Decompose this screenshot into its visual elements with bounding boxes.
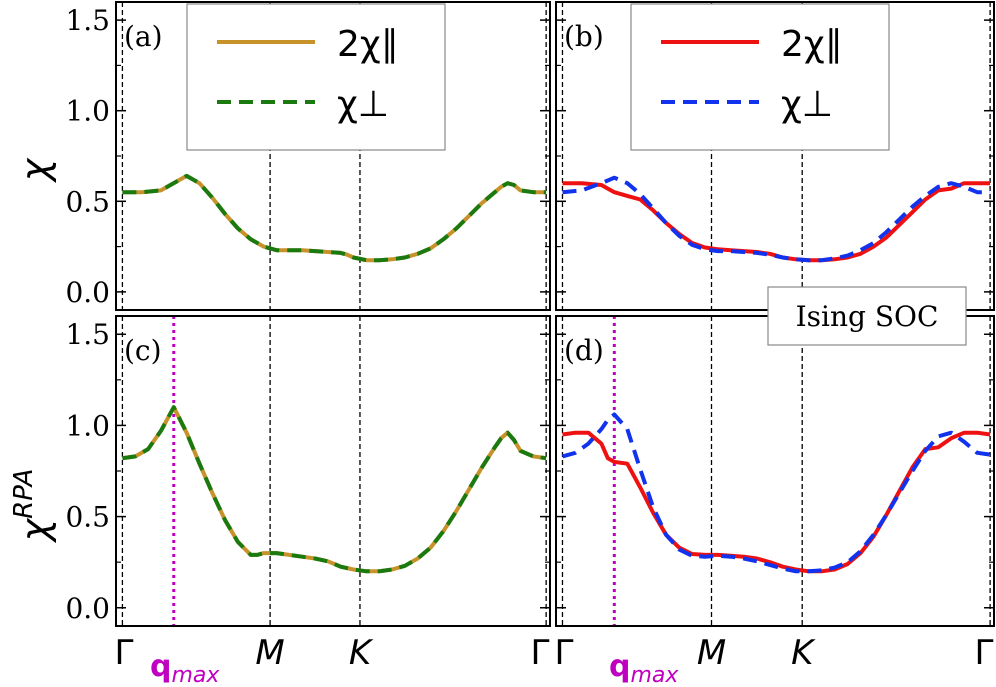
- series-line-1: [562, 175, 991, 263]
- panel-a: 0.0 0.5 1.0 1.5 (a): [65, 1, 551, 311]
- legend-label-0: 2χ∥: [337, 24, 399, 65]
- xtick-label-2: K: [791, 633, 816, 673]
- xtick-label-2: K: [349, 633, 374, 673]
- legend-frame: [630, 3, 890, 151]
- panel-label: (b): [564, 20, 604, 53]
- panel-label: (d): [564, 334, 604, 367]
- ylabel-bottom-sup: RPA: [9, 469, 39, 519]
- panel-b: (b): [555, 1, 995, 311]
- legend-b: 2χ∥ χ⊥: [630, 3, 890, 151]
- series-line-0: [122, 405, 547, 574]
- ising-soc-label: Ising SOC: [796, 300, 939, 333]
- ylabel-bottom: χRPA: [9, 469, 57, 544]
- ytick-label-2: 1.0: [65, 95, 110, 128]
- qmax-label-left: qmax: [150, 649, 220, 687]
- qmax-label-right-base: q: [609, 649, 630, 684]
- series-line-0: [122, 173, 547, 263]
- series-line-1: [122, 405, 547, 574]
- axes-frame: [115, 315, 551, 627]
- panel-label: (a): [124, 20, 163, 53]
- series-line-0: [562, 181, 991, 263]
- ising-soc-box: [767, 286, 967, 346]
- ytick-label-1: 0.5: [65, 185, 110, 218]
- ytick-label-0: 0.0: [65, 592, 110, 625]
- qmax-label-right: qmax: [609, 649, 679, 687]
- axes-frame: [555, 315, 995, 627]
- panel-d: (d) Γ M K Γ: [555, 315, 995, 673]
- ytick-label-1: 0.5: [65, 501, 110, 534]
- ytick-label-3: 1.5: [65, 318, 110, 351]
- qmax-label-right-sub: max: [630, 663, 679, 687]
- series-line-1: [122, 173, 547, 263]
- panel-c: 0.0 0.5 1.0 1.5 (c) Γ M K Γ: [65, 315, 551, 673]
- ylabel-top: χ: [13, 157, 57, 183]
- legend-label-1: χ⊥: [337, 84, 389, 125]
- xtick-label-1: M: [697, 633, 726, 673]
- ytick-label-2: 1.0: [65, 409, 110, 442]
- xtick-label-3: Γ: [531, 633, 550, 673]
- xtick-label-3: Γ: [975, 633, 994, 673]
- ylabel-bottom-base: χ: [13, 517, 57, 543]
- xtick-label-1: M: [255, 633, 284, 673]
- qmax-label-left-sub: max: [171, 663, 220, 687]
- panel-label: (c): [124, 334, 162, 367]
- xtick-label-0: Γ: [115, 633, 134, 673]
- legend-label-1: χ⊥: [781, 84, 833, 125]
- xtick-label-0: Γ: [555, 633, 574, 673]
- series-line-1: [561, 412, 991, 574]
- legend-frame: [186, 3, 446, 151]
- qmax-label-left-base: q: [150, 649, 171, 684]
- ytick-label-0: 0.0: [65, 276, 110, 309]
- ytick-label-3: 1.5: [65, 4, 110, 37]
- legend-label-0: 2χ∥: [781, 24, 843, 65]
- legend-a: 2χ∥ χ⊥: [186, 3, 446, 151]
